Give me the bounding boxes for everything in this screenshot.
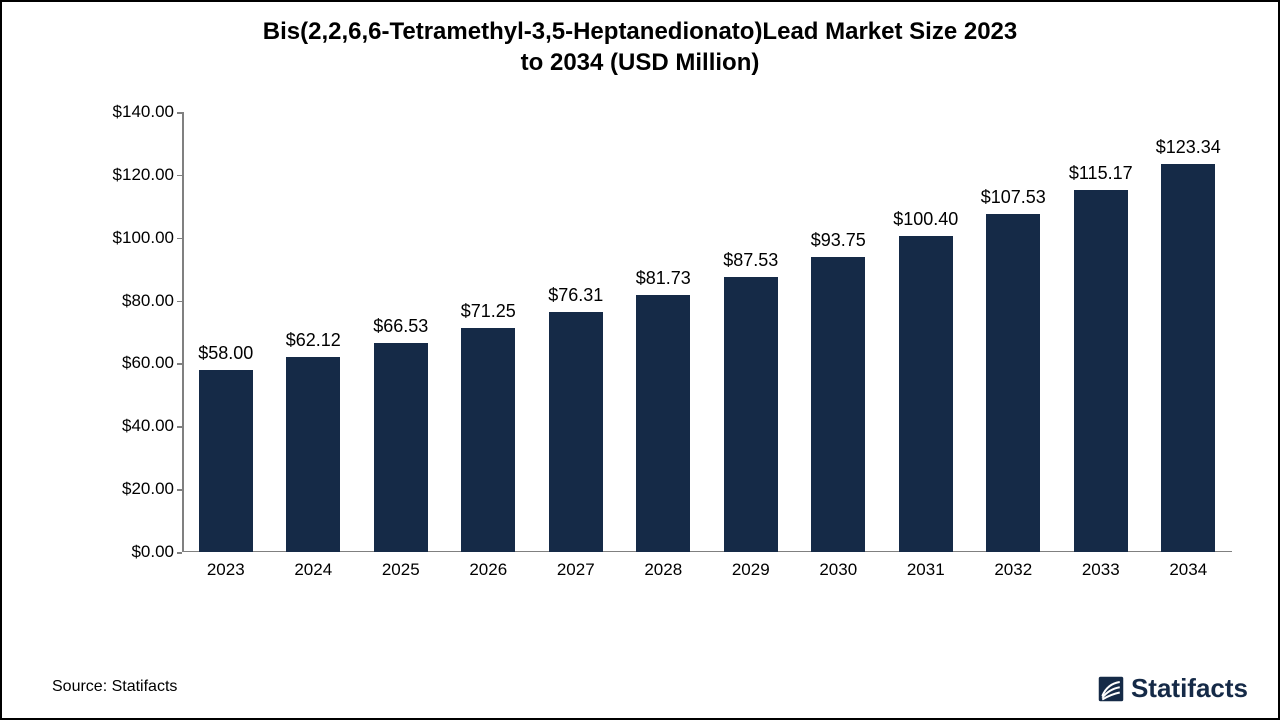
bar-value-label: $87.53 [713,250,789,271]
x-tick-label: 2023 [182,560,270,580]
x-axis-labels: 2023202420252026202720282029203020312032… [182,560,1232,590]
x-tick-label: 2034 [1145,560,1233,580]
x-tick-label: 2024 [270,560,358,580]
bar-value-label: $58.00 [188,343,264,364]
y-tick-label: $120.00 [113,165,174,185]
bar [811,257,865,552]
plot-region: $58.00 $62.12 $66.53 $71.25 $76.31 $81.73 $87.… [182,112,1232,552]
bar [636,295,690,552]
bar [724,277,778,552]
y-tick-mark [177,552,182,554]
bar-value-label: $107.53 [975,187,1051,208]
bar-value-label: $100.40 [888,209,964,230]
bar [549,312,603,552]
chart-frame: Bis(2,2,6,6-Tetramethyl-3,5-Heptanediona… [0,0,1280,720]
bar-group: $62.12 [286,357,340,552]
x-tick-label: 2031 [882,560,970,580]
bar-group: $81.73 [636,295,690,552]
bar-group: $100.40 [899,236,953,552]
bar-value-label: $76.31 [538,285,614,306]
bar-value-label: $93.75 [800,230,876,251]
brand-icon [1097,675,1125,703]
x-tick-label: 2029 [707,560,795,580]
bar [286,357,340,552]
bar-group: $115.17 [1074,190,1128,552]
bar-group: $93.75 [811,257,865,552]
bar-group: $123.34 [1161,164,1215,552]
bar-group: $71.25 [461,328,515,552]
bar-value-label: $81.73 [625,268,701,289]
bar [199,370,253,552]
bar-group: $107.53 [986,214,1040,552]
bar-value-label: $66.53 [363,316,439,337]
y-tick-label: $20.00 [122,479,174,499]
y-tick-label: $0.00 [131,542,174,562]
y-axis: $0.00$20.00$40.00$60.00$80.00$100.00$120… [92,112,182,552]
bar-group: $58.00 [199,370,253,552]
bar [461,328,515,552]
x-tick-label: 2028 [620,560,708,580]
chart-title: Bis(2,2,6,6-Tetramethyl-3,5-Heptanediona… [2,2,1278,78]
bar-value-label: $115.17 [1063,163,1139,184]
y-tick-label: $100.00 [113,228,174,248]
bars-container: $58.00 $62.12 $66.53 $71.25 $76.31 $81.73 $87.… [182,112,1232,552]
x-tick-label: 2032 [970,560,1058,580]
bar-group: $87.53 [724,277,778,552]
brand-logo: Statifacts [1097,673,1248,704]
bar [1074,190,1128,552]
x-tick-label: 2027 [532,560,620,580]
x-tick-label: 2026 [445,560,533,580]
bar-value-label: $62.12 [275,330,351,351]
chart-title-line2: to 2034 (USD Million) [2,47,1278,78]
bar-group: $76.31 [549,312,603,552]
bar [899,236,953,552]
y-tick-label: $80.00 [122,291,174,311]
x-tick-label: 2030 [795,560,883,580]
y-tick-label: $60.00 [122,353,174,373]
y-tick-label: $40.00 [122,416,174,436]
source-text: Source: Statifacts [52,678,177,696]
bar [1161,164,1215,552]
chart-title-line1: Bis(2,2,6,6-Tetramethyl-3,5-Heptanediona… [2,16,1278,47]
x-tick-label: 2025 [357,560,445,580]
bar [374,343,428,552]
brand-text: Statifacts [1131,673,1248,704]
chart-area: $0.00 $20.00 $40.00 $60.00 $80.00 $100.00 $120… [92,112,1242,602]
x-tick-label: 2033 [1057,560,1145,580]
y-tick-label: $140.00 [113,102,174,122]
bar [986,214,1040,552]
bar-value-label: $123.34 [1150,137,1226,158]
bar-value-label: $71.25 [450,301,526,322]
bar-group: $66.53 [374,343,428,552]
